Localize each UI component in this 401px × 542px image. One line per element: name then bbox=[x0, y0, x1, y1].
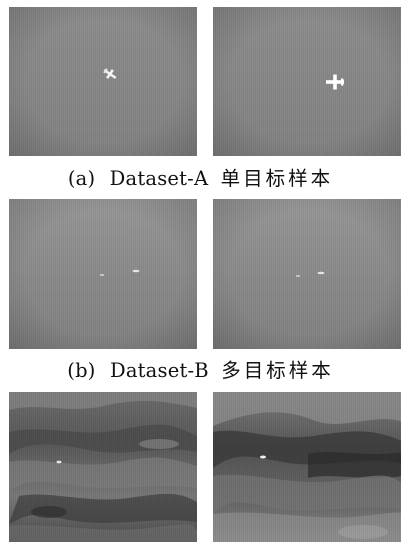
small-target-icon bbox=[56, 460, 62, 464]
thermal-image-b-left bbox=[9, 199, 197, 349]
panel-b-right bbox=[213, 199, 401, 349]
caption-b-text: 多目标样本 bbox=[221, 359, 334, 382]
small-target-icon bbox=[132, 269, 140, 273]
caption-b: (b) Dataset-B 多目标样本 bbox=[0, 354, 401, 383]
thermal-image-a-right bbox=[213, 7, 401, 156]
panel-a-right bbox=[213, 7, 401, 156]
caption-a-label: (a) bbox=[67, 167, 96, 190]
panel-c-right bbox=[213, 392, 401, 542]
caption-b-label: (b) bbox=[67, 359, 96, 382]
caption-a-dataset: Dataset-A bbox=[109, 167, 209, 190]
small-target-icon bbox=[260, 455, 266, 459]
thermal-image-a-left bbox=[9, 7, 197, 156]
panel-b-left bbox=[9, 199, 197, 349]
thermal-image-b-right bbox=[213, 199, 401, 349]
caption-a: (a) Dataset-A 单目标样本 bbox=[0, 162, 401, 191]
panel-a-left bbox=[9, 7, 197, 156]
airplane-icon bbox=[103, 68, 117, 79]
small-target-icon bbox=[99, 274, 105, 276]
panel-c-left bbox=[9, 392, 197, 542]
airplane-icon bbox=[326, 74, 344, 90]
small-target-icon bbox=[317, 271, 325, 275]
small-target-icon bbox=[295, 275, 301, 277]
thermal-image-c-right bbox=[213, 392, 401, 542]
caption-b-dataset: Dataset-B bbox=[109, 359, 209, 382]
thermal-image-c-left bbox=[9, 392, 197, 542]
caption-a-text: 单目标样本 bbox=[220, 167, 334, 190]
